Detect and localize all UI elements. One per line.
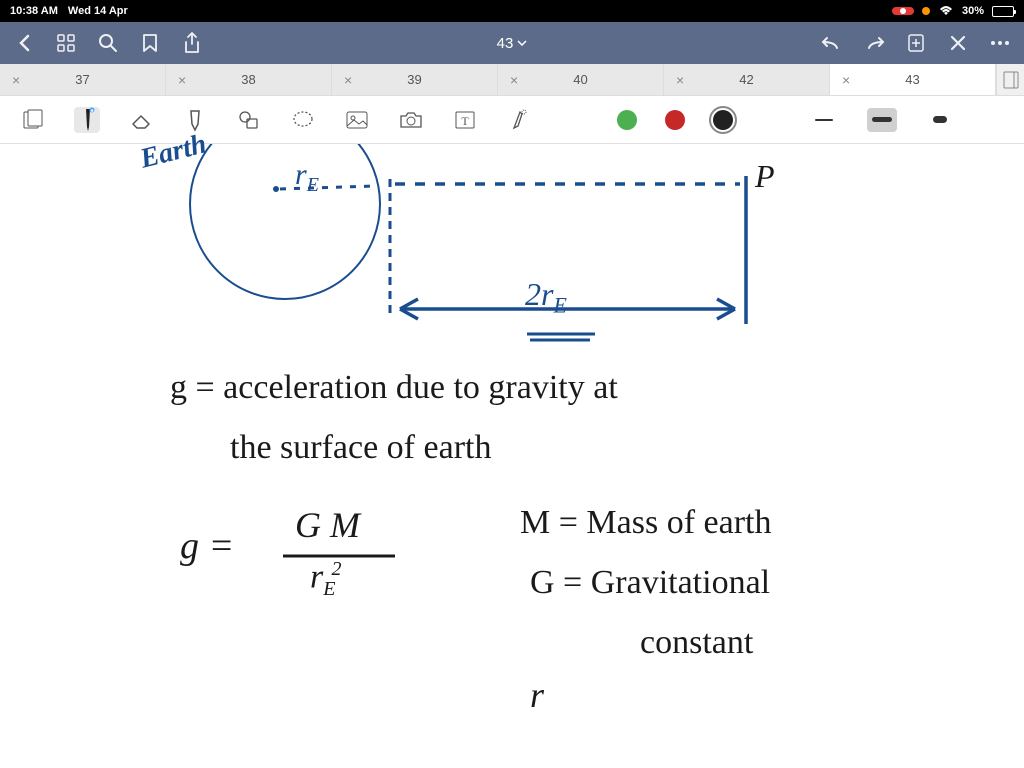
text-line2: the surface of earth — [230, 429, 491, 467]
color-green[interactable] — [617, 110, 637, 130]
battery-icon — [992, 6, 1014, 17]
tab-37[interactable]: ×37 — [0, 64, 166, 95]
tab-close-icon[interactable]: × — [842, 72, 850, 88]
def-g2: constant — [640, 624, 753, 662]
tab-close-icon[interactable]: × — [344, 72, 352, 88]
redo-icon[interactable] — [862, 31, 886, 55]
recording-indicator — [892, 7, 914, 15]
grid-icon[interactable] — [54, 31, 78, 55]
tab-40[interactable]: ×40 — [498, 64, 664, 95]
tab-43[interactable]: ×43 — [830, 64, 996, 95]
bookmark-icon[interactable] — [138, 31, 162, 55]
eq-den: rE2 — [310, 558, 341, 601]
stroke-thin[interactable] — [809, 108, 839, 132]
p-label: P — [755, 158, 775, 195]
note-canvas[interactable]: Earth rE P 2rE g = acceleration due to g… — [0, 144, 1024, 768]
page-title[interactable]: 43 — [222, 35, 802, 52]
pen-tool-icon[interactable]: ✱ — [74, 107, 100, 133]
tabs-row: ×37 ×38 ×39 ×40 ×42 ×43 — [0, 64, 1024, 96]
tab-close-icon[interactable]: × — [510, 72, 518, 88]
undo-icon[interactable] — [820, 31, 844, 55]
close-icon[interactable] — [946, 31, 970, 55]
back-icon[interactable] — [12, 31, 36, 55]
svg-text:T: T — [461, 114, 469, 128]
page-layout-icon[interactable] — [996, 64, 1024, 95]
highlighter-tool-icon[interactable] — [182, 107, 208, 133]
camera-tool-icon[interactable] — [398, 107, 424, 133]
tab-close-icon[interactable]: × — [178, 72, 186, 88]
tab-38[interactable]: ×38 — [166, 64, 332, 95]
read-mode-icon[interactable] — [20, 107, 46, 133]
stroke-thick[interactable] — [925, 108, 955, 132]
text-line1: g = acceleration due to gravity at — [170, 369, 618, 407]
lasso-tool-icon[interactable] — [290, 107, 316, 133]
color-black[interactable] — [713, 110, 733, 130]
add-page-icon[interactable] — [904, 31, 928, 55]
share-icon[interactable] — [180, 31, 204, 55]
tab-close-icon[interactable]: × — [676, 72, 684, 88]
status-bar: 10:38 AM Wed 14 Apr 30% — [0, 0, 1024, 22]
image-tool-icon[interactable] — [344, 107, 370, 133]
dim-label: 2rE — [525, 276, 567, 318]
def-r: r — [530, 674, 544, 716]
toolbar: ✱ T — [0, 96, 1024, 144]
drawing-layer — [0, 144, 1024, 768]
color-red[interactable] — [665, 110, 685, 130]
tab-39[interactable]: ×39 — [332, 64, 498, 95]
stroke-med[interactable] — [867, 108, 897, 132]
eq-g: g = — [180, 524, 234, 568]
more-icon[interactable] — [988, 31, 1012, 55]
text-tool-icon[interactable]: T — [452, 107, 478, 133]
nav-bar: 43 — [0, 22, 1024, 64]
pointer-tool-icon[interactable] — [506, 107, 532, 133]
eq-num: G M — [295, 504, 360, 546]
re-label: rE — [295, 158, 319, 197]
def-g: G = Gravitational — [530, 564, 770, 602]
status-date: Wed 14 Apr — [68, 5, 128, 17]
chevron-down-icon — [517, 40, 527, 46]
search-icon[interactable] — [96, 31, 120, 55]
tab-42[interactable]: ×42 — [664, 64, 830, 95]
shapes-tool-icon[interactable] — [236, 107, 262, 133]
eraser-tool-icon[interactable] — [128, 107, 154, 133]
wifi-icon — [938, 5, 954, 17]
battery-pct: 30% — [962, 5, 984, 17]
tab-close-icon[interactable]: × — [12, 72, 20, 88]
dnd-indicator — [922, 7, 930, 15]
def-m: M = Mass of earth — [520, 504, 771, 542]
status-time: 10:38 AM — [10, 5, 58, 17]
